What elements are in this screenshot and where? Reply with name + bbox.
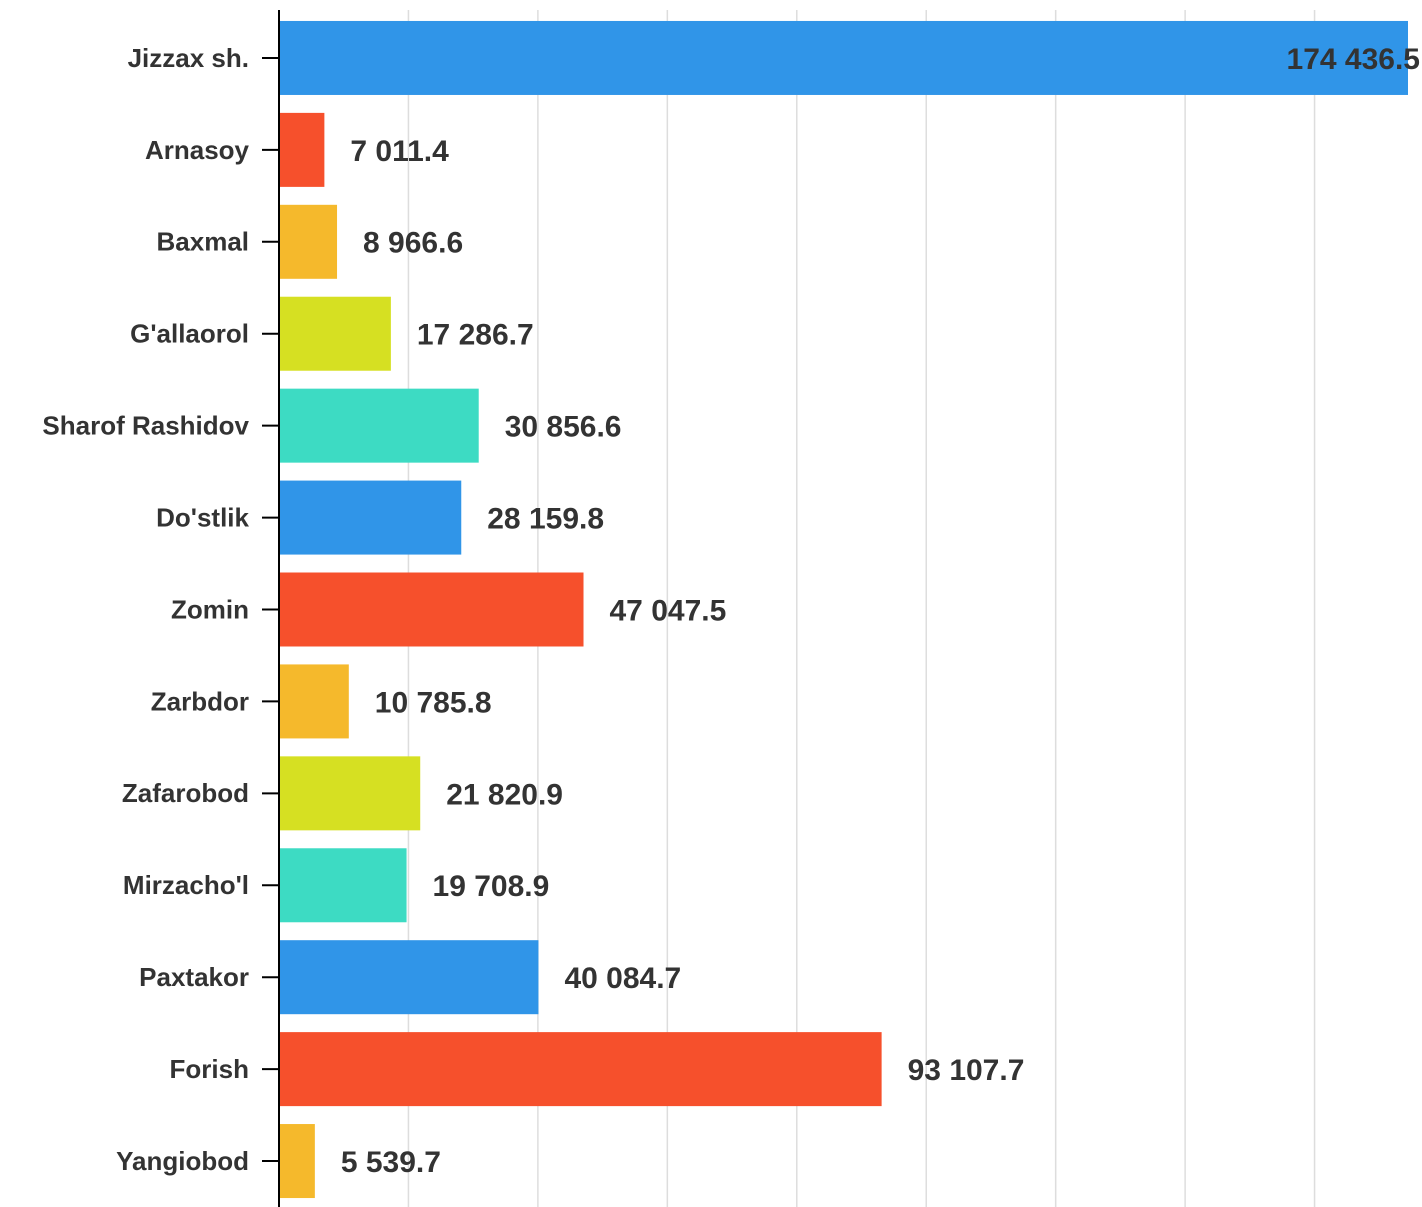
bar	[279, 20, 1408, 95]
value-label: 30 856.6	[505, 411, 622, 444]
value-label: 17 286.7	[417, 319, 534, 352]
value-label: 21 820.9	[446, 778, 563, 811]
y-tick-label: Do'stlik	[156, 502, 249, 532]
value-label: 28 159.8	[487, 502, 604, 535]
y-tick-label: Forish	[170, 1054, 249, 1084]
y-tick-label: Jizzax sh.	[128, 43, 249, 73]
bar	[279, 664, 349, 739]
bar	[279, 204, 338, 279]
value-label: 40 084.7	[564, 962, 681, 995]
bar	[279, 296, 391, 371]
value-label: 7 011.4	[350, 135, 449, 168]
value-label: 10 785.8	[375, 686, 492, 719]
y-tick-label: Arnasoy	[145, 135, 250, 165]
value-label: 47 047.5	[610, 594, 727, 627]
value-label: 8 966.6	[363, 227, 463, 260]
y-tick-label: Baxmal	[157, 227, 250, 257]
value-label: 93 107.7	[908, 1054, 1025, 1087]
y-tick-label: Paxtakor	[139, 962, 249, 992]
y-tick-label: Yangiobod	[116, 1146, 249, 1176]
y-tick-label: Zarbdor	[151, 686, 249, 716]
y-tick-label: Sharof Rashidov	[42, 411, 249, 441]
bar	[279, 848, 407, 923]
bar	[279, 572, 584, 647]
value-label: 174 436.5	[1287, 43, 1420, 76]
bar	[279, 1032, 882, 1107]
bar	[279, 480, 462, 555]
bar	[279, 940, 539, 1015]
bar	[279, 756, 421, 831]
bar	[279, 112, 325, 187]
y-tick-label: Mirzacho'l	[123, 870, 249, 900]
y-tick-label: Zomin	[171, 594, 249, 624]
value-label: 19 708.9	[433, 870, 550, 903]
bar	[279, 388, 479, 463]
value-label: 5 539.7	[341, 1146, 441, 1179]
bar	[279, 1124, 315, 1199]
y-tick-label: Zafarobod	[122, 778, 249, 808]
y-tick-label: G'allaorol	[130, 319, 249, 349]
